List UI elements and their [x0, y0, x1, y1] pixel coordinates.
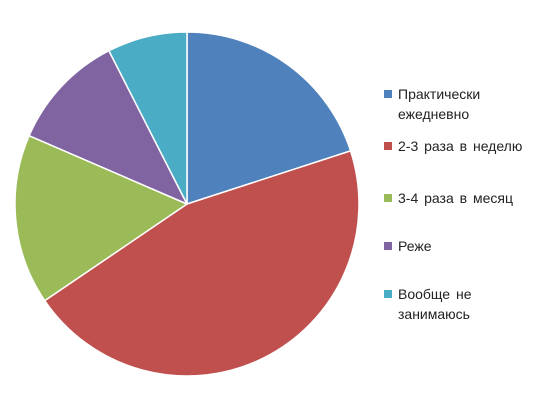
legend-item: Практически ежедневно [384, 84, 542, 124]
legend-swatch [384, 242, 392, 250]
legend-label-line: 2-3 раза в неделю [398, 138, 523, 154]
legend-label-line: Вообще не [398, 286, 472, 302]
legend-label: Практически ежедневно [398, 84, 480, 124]
pie-slice-2 [43, 150, 360, 377]
legend-label: Реже [398, 236, 432, 256]
legend-swatch [384, 90, 392, 98]
pie-slice-5 [108, 31, 188, 205]
legend-label-line: 3-4 раза в месяц [398, 190, 513, 206]
legend-label: 3-4 раза в месяц [398, 188, 513, 208]
pie-slice-3 [14, 134, 188, 302]
legend-item: 3-4 раза в месяц [384, 188, 542, 208]
legend-swatch [384, 142, 392, 150]
legend-label-line: Реже [398, 238, 432, 254]
legend-label-line: Практически [398, 86, 481, 102]
legend-swatch [384, 290, 392, 298]
pie-slices [14, 31, 360, 377]
legend-label: 2-3 раза в неделю [398, 136, 522, 156]
legend-swatch [384, 194, 392, 202]
legend-item: 2-3 раза в неделю [384, 136, 542, 156]
pie-slice-4 [28, 50, 188, 205]
legend-item: Вообще не занимаюсь [384, 284, 542, 324]
legend-label: Вообще не занимаюсь [398, 284, 471, 324]
legend-label-line: занимаюсь [398, 306, 470, 322]
pie-slice-1 [186, 31, 352, 205]
legend-item: Реже [384, 236, 542, 256]
legend-label-line: ежедневно [398, 106, 470, 122]
